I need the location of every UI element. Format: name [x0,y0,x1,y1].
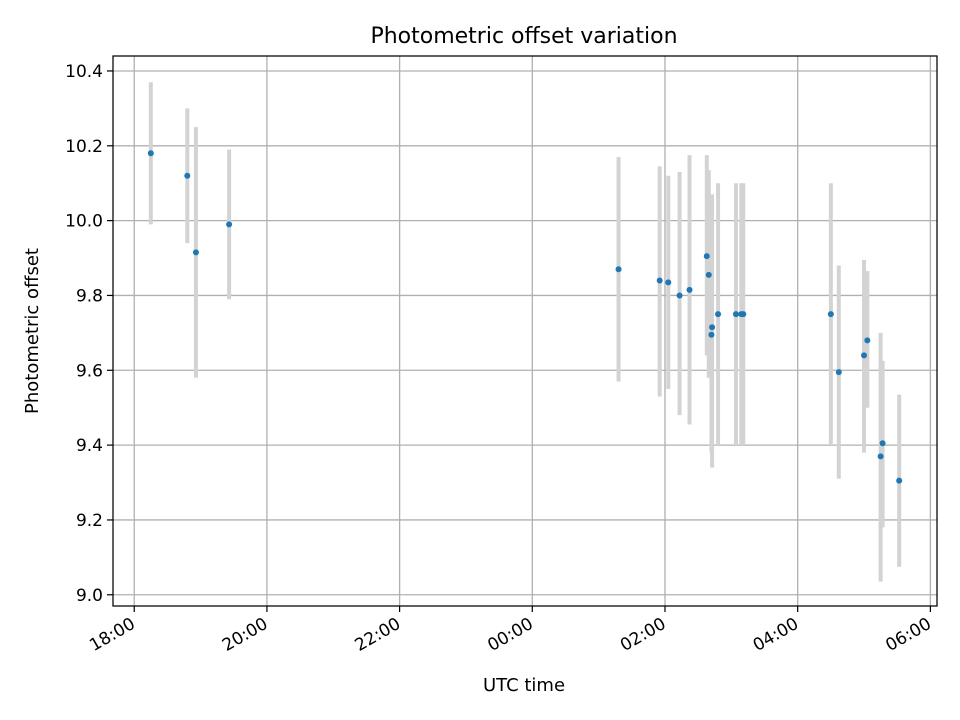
y-tick-label: 10.2 [65,137,103,157]
y-axis-label: Photometric offset [22,248,43,414]
y-tick-label: 9.2 [76,511,103,531]
data-point [665,279,672,286]
data-point [708,331,715,338]
y-tick-label: 10.4 [65,62,103,82]
data-markers [147,150,903,484]
data-point [703,253,710,260]
data-point [705,271,712,278]
data-point [192,249,199,256]
data-point [226,221,233,228]
chart-title: Photometric offset variation [370,24,677,49]
data-point [686,286,693,293]
data-point [615,266,622,273]
y-tick-label: 9.6 [76,361,103,381]
data-point [879,440,886,447]
y-tick-label: 9.8 [76,286,103,306]
data-point [656,277,663,284]
data-point [835,369,842,376]
data-point [827,311,834,318]
data-point [676,292,683,299]
plot-frame [112,55,938,607]
data-point [861,352,868,359]
data-point [732,311,739,318]
grid [113,56,937,606]
data-point [877,453,884,460]
y-tick-label: 9.4 [76,436,103,456]
data-point [147,150,154,157]
data-point [896,477,903,484]
data-point [715,311,722,318]
data-point [864,337,871,344]
data-point [709,324,716,331]
y-axis: 9.0 9.2 9.4 9.6 9.8 10.0 10.2 10.4 [65,62,113,606]
y-tick-label: 10.0 [65,212,103,232]
y-tick-label: 9.0 [76,586,103,606]
data-point [740,311,747,318]
data-point [184,172,191,179]
x-axis-label: UTC time [483,675,565,696]
